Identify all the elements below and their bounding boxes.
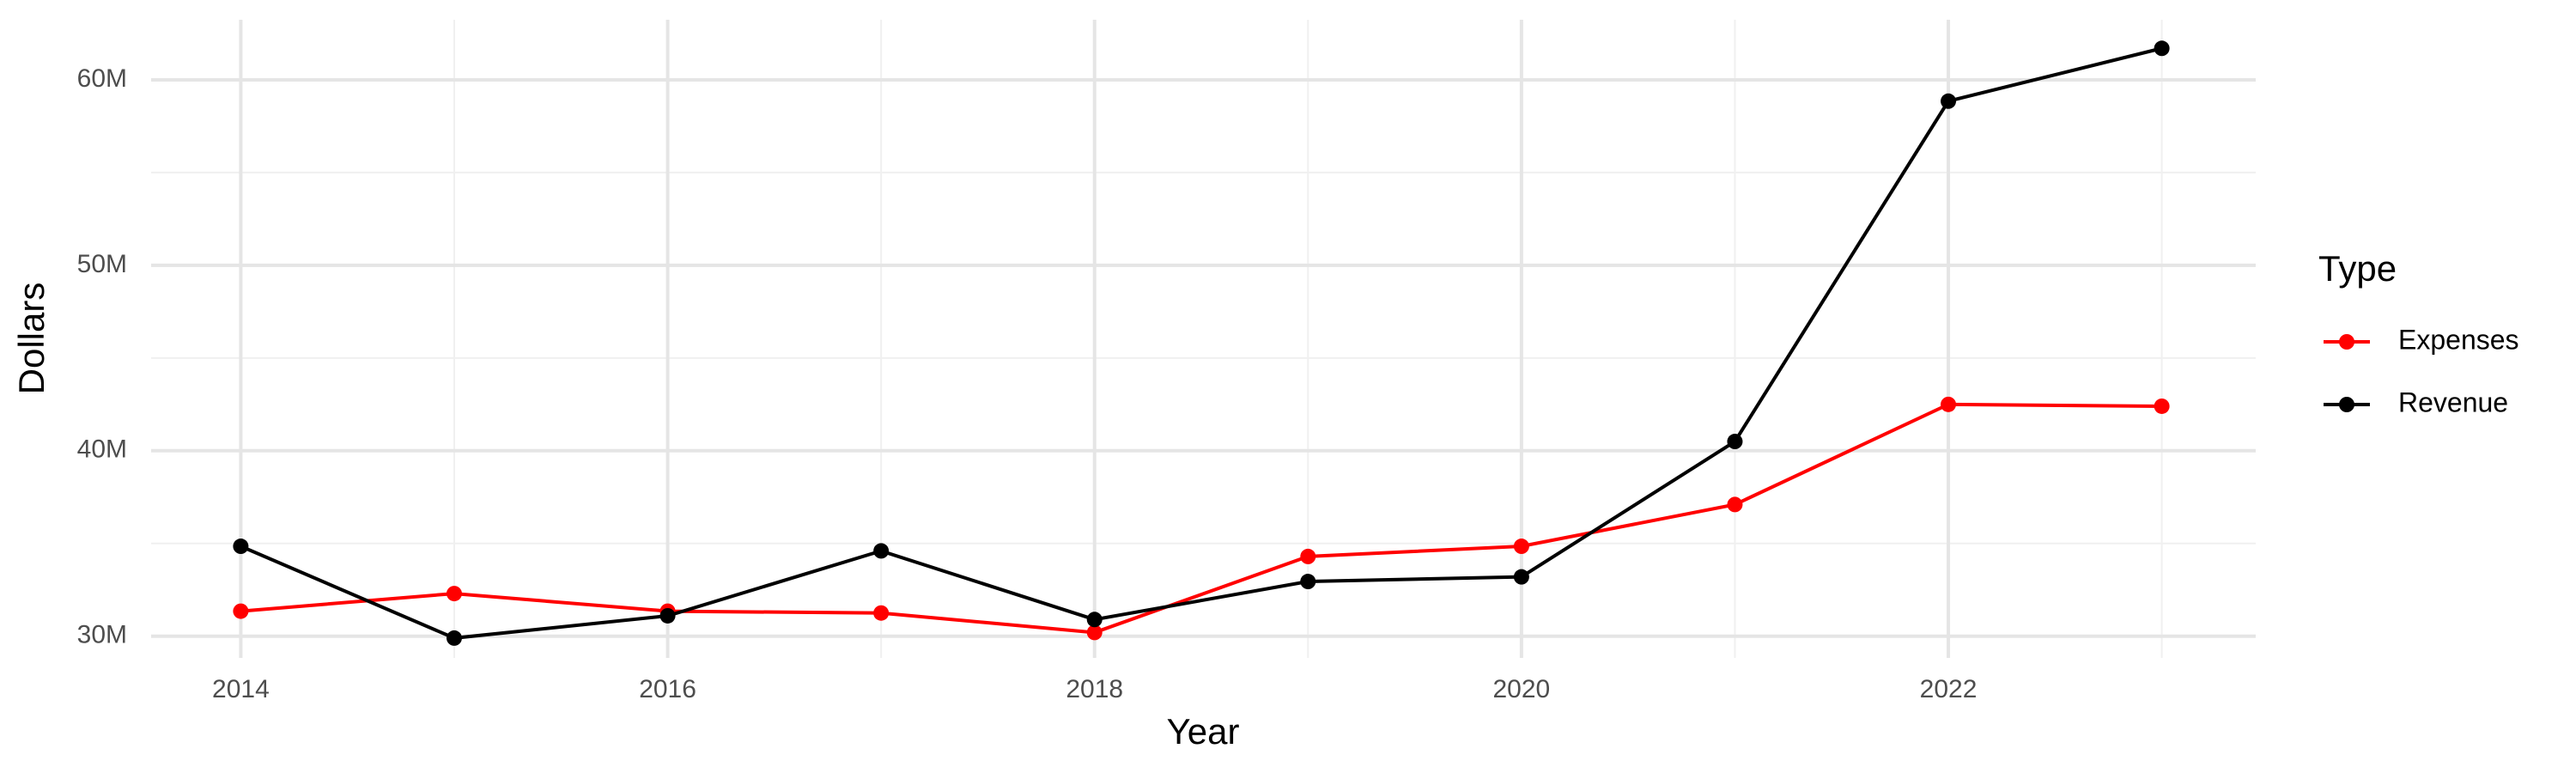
x-tick-label: 2020 (1493, 675, 1551, 703)
y-tick-label: 60M (77, 64, 127, 93)
series-line (240, 402, 2162, 635)
y-tick-label: 40M (77, 435, 127, 464)
legend-label: Expenses (2398, 324, 2519, 355)
data-point (659, 607, 676, 624)
data-point (1727, 434, 1743, 450)
y-axis-title: Dollars (11, 283, 52, 395)
y-tick-label: 30M (77, 621, 127, 649)
data-point (1513, 539, 1529, 555)
data-point (1941, 396, 1957, 412)
data-point (233, 539, 249, 555)
data-point (1513, 569, 1529, 585)
x-axis-title: Year (1167, 711, 1240, 752)
data-point (1941, 93, 1957, 109)
data-point (1727, 496, 1743, 513)
data-point (873, 605, 890, 621)
legend-label: Revenue (2398, 386, 2508, 417)
legend-title: Type (2318, 248, 2397, 289)
data-point (1086, 612, 1103, 628)
x-tick-label: 2016 (639, 675, 696, 703)
y-tick-label: 50M (77, 250, 127, 278)
x-tick-label: 2014 (212, 675, 270, 703)
data-point (446, 586, 462, 602)
x-tick-label: 2022 (1920, 675, 1978, 703)
legend-swatch-point (2339, 334, 2354, 350)
data-point (1086, 624, 1103, 641)
legend-swatch-point (2339, 397, 2354, 412)
x-tick-label: 2018 (1066, 675, 1123, 703)
data-point (1300, 574, 1316, 590)
data-point (1300, 548, 1316, 564)
data-point (233, 603, 249, 619)
data-point (2154, 40, 2170, 57)
data-point (873, 543, 890, 559)
series-line (240, 46, 2163, 640)
data-point (446, 630, 462, 646)
data-point (2154, 398, 2170, 414)
